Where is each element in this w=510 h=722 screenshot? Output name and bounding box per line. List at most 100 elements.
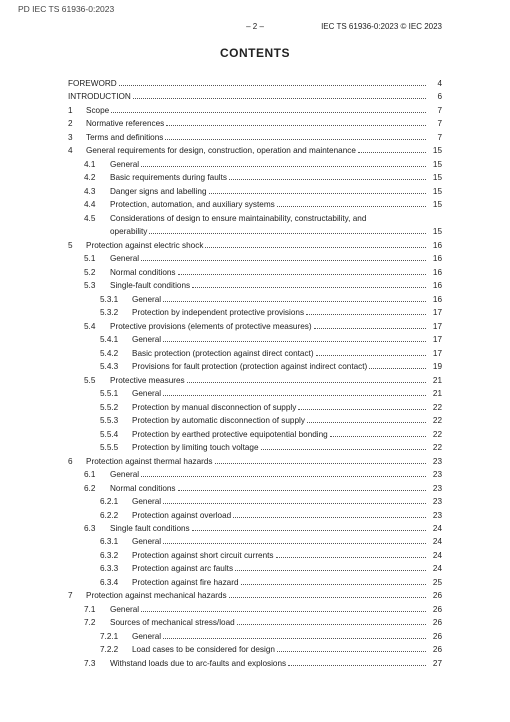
- toc-page: 26: [428, 631, 442, 643]
- toc-text: Protective measures: [106, 375, 185, 387]
- toc-page: 7: [428, 105, 442, 117]
- toc-number: 5.5.1: [100, 388, 128, 400]
- toc-entry: 6.2.1General23: [68, 496, 442, 508]
- toc-text: General: [106, 159, 139, 171]
- toc-page: 23: [428, 456, 442, 468]
- toc-number: 6.2.1: [100, 496, 128, 508]
- toc-entry: 4.3Danger signs and labelling15: [68, 186, 442, 198]
- toc-leader-dots: [298, 409, 426, 410]
- toc-leader-dots: [178, 490, 426, 491]
- toc-entry: 6Protection against thermal hazards23: [68, 456, 442, 468]
- toc-text: Single-fault conditions: [106, 280, 190, 292]
- toc-leader-dots: [141, 476, 426, 477]
- toc-number: 4.2: [84, 172, 106, 184]
- toc-text: Normal conditions: [106, 267, 176, 279]
- toc-leader-dots: [205, 247, 426, 248]
- toc-page: 16: [428, 267, 442, 279]
- toc-page: 16: [428, 253, 442, 265]
- toc-text: Protection against short circuit current…: [128, 550, 274, 562]
- toc-entry: 4.2Basic requirements during faults15: [68, 172, 442, 184]
- toc-number: 7.2: [84, 617, 106, 629]
- toc-number: 4.3: [84, 186, 106, 198]
- toc-entry: 5.5.5Protection by limiting touch voltag…: [68, 442, 442, 454]
- toc-page: 26: [428, 604, 442, 616]
- toc-page: 16: [428, 280, 442, 292]
- toc-number: 5.2: [84, 267, 106, 279]
- toc-leader-dots: [215, 463, 426, 464]
- toc-text: Protection against overload: [128, 510, 231, 522]
- toc-leader-dots: [119, 85, 426, 86]
- toc-text: Protective provisions (elements of prote…: [106, 321, 312, 333]
- toc-leader-dots: [277, 651, 426, 652]
- toc-page: 17: [428, 348, 442, 360]
- toc-number: 5.3: [84, 280, 106, 292]
- toc-leader-dots: [166, 125, 426, 126]
- toc-number-spacer: [84, 226, 106, 238]
- toc-text: Provisions for fault protection (protect…: [128, 361, 367, 373]
- toc-leader-dots: [163, 301, 426, 302]
- toc-page: 15: [428, 186, 442, 198]
- toc-text: Withstand loads due to arc-faults and ex…: [106, 658, 286, 670]
- toc-text: Protection against fire hazard: [128, 577, 239, 589]
- toc-leader-dots: [165, 139, 426, 140]
- toc-page: 4: [428, 78, 442, 90]
- toc-leader-dots: [235, 570, 426, 571]
- toc-page: 17: [428, 307, 442, 319]
- toc-text: INTRODUCTION: [68, 91, 131, 103]
- toc-page: 22: [428, 402, 442, 414]
- toc-text: General: [128, 388, 161, 400]
- toc-page: 22: [428, 415, 442, 427]
- toc-leader-dots: [277, 206, 426, 207]
- toc-text: Single fault conditions: [106, 523, 190, 535]
- toc-text: Terms and definitions: [82, 132, 163, 144]
- toc-text: Sources of mechanical stress/load: [106, 617, 235, 629]
- toc-number: 4: [68, 145, 82, 157]
- toc-leader-dots: [369, 368, 426, 369]
- toc-page: 24: [428, 536, 442, 548]
- toc-entry: 5.1General16: [68, 253, 442, 265]
- toc-entry: 5.4.1General17: [68, 334, 442, 346]
- toc-leader-dots: [241, 584, 427, 585]
- toc-text: Protection by manual disconnection of su…: [128, 402, 296, 414]
- toc-text: General: [128, 536, 161, 548]
- toc-leader-dots: [237, 624, 426, 625]
- toc-leader-dots: [163, 341, 426, 342]
- toc-leader-dots: [209, 193, 427, 194]
- toc-entry-continuation: operability15: [68, 226, 442, 238]
- toc-entry: 5.5Protective measures21: [68, 375, 442, 387]
- toc-page: 26: [428, 617, 442, 629]
- toc-leader-dots: [163, 638, 426, 639]
- toc-entry: 1Scope7: [68, 105, 442, 117]
- toc-entry: 4.1General15: [68, 159, 442, 171]
- toc-text: Protection against thermal hazards: [82, 456, 213, 468]
- toc-entry: 4.4Protection, automation, and auxiliary…: [68, 199, 442, 211]
- toc-entry: 5.2Normal conditions 16: [68, 267, 442, 279]
- toc-number: 7.2.2: [100, 644, 128, 656]
- toc-page: 24: [428, 523, 442, 535]
- toc-page: 7: [428, 118, 442, 130]
- toc-leader-dots: [178, 274, 426, 275]
- toc-number: 5.3.2: [100, 307, 128, 319]
- toc-text: Protection by automatic disconnection of…: [128, 415, 305, 427]
- toc-leader-dots: [141, 260, 426, 261]
- toc-number: 7.2.1: [100, 631, 128, 643]
- toc-page: 19: [428, 361, 442, 373]
- toc-number: 6.3: [84, 523, 106, 535]
- toc-page: 6: [428, 91, 442, 103]
- toc-leader-dots: [133, 98, 426, 99]
- toc-page: 15: [428, 199, 442, 211]
- toc-page: 27: [428, 658, 442, 670]
- toc-entry: 6.3.2Protection against short circuit cu…: [68, 550, 442, 562]
- toc-page: 22: [428, 429, 442, 441]
- toc-text: Basic protection (protection against dir…: [128, 348, 314, 360]
- toc-leader-dots: [229, 597, 426, 598]
- toc-number: 5.4.2: [100, 348, 128, 360]
- toc-number: 4.5: [84, 213, 106, 225]
- toc-leader-dots: [307, 422, 426, 423]
- toc-leader-dots: [316, 355, 426, 356]
- toc-text: General: [128, 496, 161, 508]
- toc-leader-dots: [314, 328, 426, 329]
- toc-text: Scope: [82, 105, 109, 117]
- document-id: PD IEC TS 61936-0:2023: [18, 4, 114, 14]
- toc-entry: 6.3.4Protection against fire hazard25: [68, 577, 442, 589]
